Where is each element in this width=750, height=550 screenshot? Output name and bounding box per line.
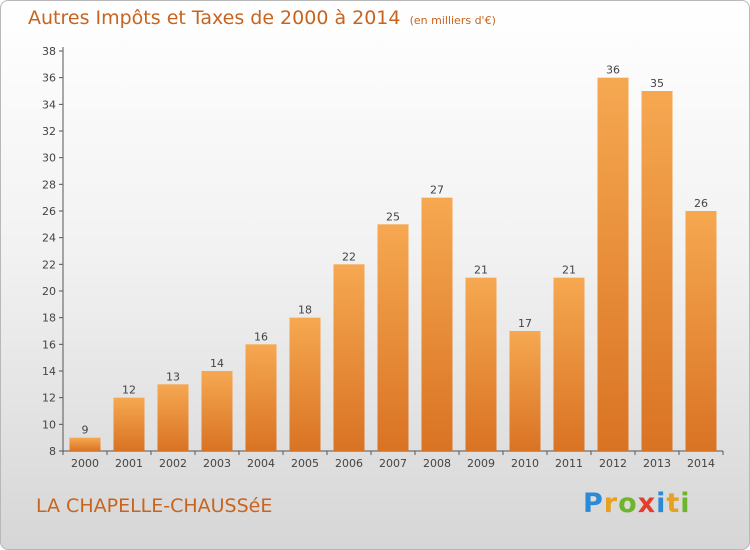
y-tick-label: 30	[42, 152, 56, 165]
bar	[201, 371, 233, 451]
commune-name: LA CHAPELLE-CHAUSSéE	[36, 495, 273, 517]
bar	[553, 277, 585, 451]
bar	[69, 437, 101, 451]
x-tick-label: 2011	[555, 457, 583, 470]
y-tick-label: 38	[42, 45, 56, 58]
chart-unit: (en milliers d'€)	[409, 14, 496, 27]
y-tick-label: 14	[42, 365, 56, 378]
y-tick-label: 20	[42, 285, 56, 298]
bar	[245, 344, 277, 451]
y-tick-label: 8	[49, 445, 56, 458]
y-tick-label: 28	[42, 178, 56, 191]
x-tick-label: 2009	[467, 457, 495, 470]
x-tick-label: 2003	[203, 457, 231, 470]
bar	[113, 397, 145, 451]
bar	[333, 264, 365, 451]
x-tick-label: 2000	[71, 457, 99, 470]
data-label: 21	[562, 264, 576, 277]
data-label: 17	[518, 317, 532, 330]
logo-letter: x	[637, 488, 657, 519]
data-label: 16	[254, 330, 268, 343]
y-tick-label: 24	[42, 232, 56, 245]
data-label: 18	[298, 304, 312, 317]
bar	[465, 277, 497, 451]
y-tick-label: 16	[42, 338, 56, 351]
x-tick-label: 2006	[335, 457, 363, 470]
x-tick-label: 2005	[291, 457, 319, 470]
y-tick-label: 36	[42, 72, 56, 85]
x-tick-label: 2013	[643, 457, 671, 470]
bar	[289, 317, 321, 451]
data-label: 25	[386, 210, 400, 223]
data-label: 9	[82, 424, 89, 437]
logo-letter: t	[666, 488, 681, 519]
logo-letter: i	[656, 488, 667, 519]
data-label: 12	[122, 384, 136, 397]
bar	[641, 91, 673, 451]
bar	[597, 77, 629, 452]
logo-letter: o	[618, 488, 638, 519]
x-tick-label: 2014	[687, 457, 715, 470]
y-tick-label: 22	[42, 258, 56, 271]
data-label: 21	[474, 264, 488, 277]
x-tick-label: 2002	[159, 457, 187, 470]
y-tick-label: 12	[42, 392, 56, 405]
bar	[509, 331, 541, 451]
data-label: 22	[342, 250, 356, 263]
x-tick-label: 2004	[247, 457, 275, 470]
x-tick-label: 2012	[599, 457, 627, 470]
data-label: 27	[430, 184, 444, 197]
data-label: 35	[650, 77, 664, 90]
data-label: 26	[694, 197, 708, 210]
x-tick-label: 2008	[423, 457, 451, 470]
logo-letter: P	[583, 488, 604, 519]
y-tick-label: 32	[42, 125, 56, 138]
bar	[421, 197, 453, 451]
data-label: 13	[166, 370, 180, 383]
bar	[377, 224, 409, 451]
x-axis: 2000 2001 2002 2003 2004 2005 2006 2007 2008 2009…	[62, 450, 724, 470]
x-tick-label: 2007	[379, 457, 407, 470]
logo-letter: i	[680, 488, 691, 519]
bar	[685, 211, 717, 451]
data-label: 14	[210, 357, 224, 370]
y-tick-label: 34	[42, 98, 56, 111]
chart-title: Autres Impôts et Taxes de 2000 à 2014	[28, 7, 401, 29]
y-tick-label: 18	[42, 312, 56, 325]
data-label: 36	[606, 64, 620, 77]
bar	[157, 384, 189, 451]
data-labels: 9 12 13 14 16 18 22 25 27 21 17 21 36 35 26	[82, 64, 709, 437]
y-tick-label: 26	[42, 205, 56, 218]
y-tick-label: 10	[42, 418, 56, 431]
proxiti-logo: Proxiti	[583, 488, 691, 519]
y-axis: 8 10 12 14 16 18 20 22 24 26 28 30 32 34 36 38	[42, 45, 64, 458]
x-tick-label: 2010	[511, 457, 539, 470]
logo-letter: r	[603, 488, 619, 519]
chart-title-block: Autres Impôts et Taxes de 2000 à 2014 (e…	[28, 7, 496, 29]
x-tick-label: 2001	[115, 457, 143, 470]
bars	[69, 77, 717, 452]
